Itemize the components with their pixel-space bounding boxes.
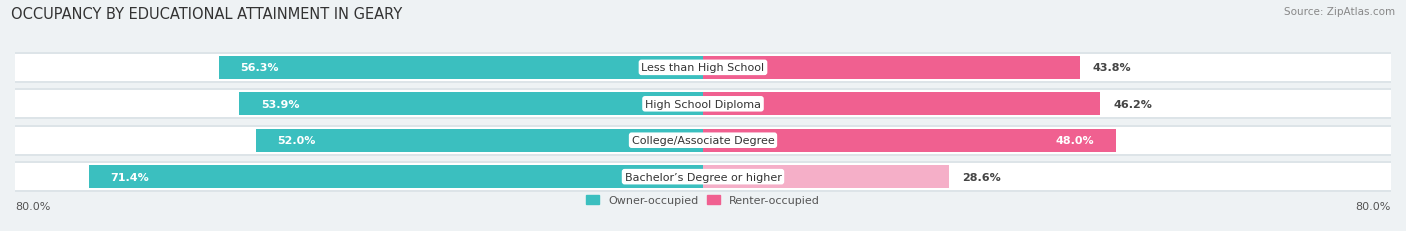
Text: Less than High School: Less than High School <box>641 63 765 73</box>
Bar <box>703 93 1101 116</box>
Bar <box>256 129 703 152</box>
Text: OCCUPANCY BY EDUCATIONAL ATTAINMENT IN GEARY: OCCUPANCY BY EDUCATIONAL ATTAINMENT IN G… <box>11 7 402 22</box>
Bar <box>15 53 1391 83</box>
Bar <box>15 125 1391 156</box>
Legend: Owner-occupied, Renter-occupied: Owner-occupied, Renter-occupied <box>581 190 825 210</box>
Text: 28.6%: 28.6% <box>962 172 1001 182</box>
Bar <box>15 91 1391 118</box>
Text: 80.0%: 80.0% <box>15 202 51 212</box>
Text: Source: ZipAtlas.com: Source: ZipAtlas.com <box>1284 7 1395 17</box>
Text: 80.0%: 80.0% <box>1355 202 1391 212</box>
Bar <box>89 166 703 188</box>
Text: Bachelor’s Degree or higher: Bachelor’s Degree or higher <box>624 172 782 182</box>
Text: High School Diploma: High School Diploma <box>645 99 761 109</box>
Bar <box>15 164 1391 190</box>
Text: 43.8%: 43.8% <box>1092 63 1132 73</box>
Bar <box>15 89 1391 120</box>
Text: 56.3%: 56.3% <box>240 63 278 73</box>
Text: 48.0%: 48.0% <box>1056 136 1094 146</box>
Bar <box>239 93 703 116</box>
Bar <box>219 57 703 79</box>
Bar <box>703 166 949 188</box>
Bar <box>703 129 1116 152</box>
Bar <box>703 57 1080 79</box>
Text: 53.9%: 53.9% <box>262 99 299 109</box>
Bar <box>15 162 1391 192</box>
Bar <box>15 127 1391 154</box>
Text: 52.0%: 52.0% <box>277 136 316 146</box>
Bar <box>15 55 1391 82</box>
Text: 46.2%: 46.2% <box>1114 99 1152 109</box>
Text: 71.4%: 71.4% <box>111 172 149 182</box>
Text: College/Associate Degree: College/Associate Degree <box>631 136 775 146</box>
